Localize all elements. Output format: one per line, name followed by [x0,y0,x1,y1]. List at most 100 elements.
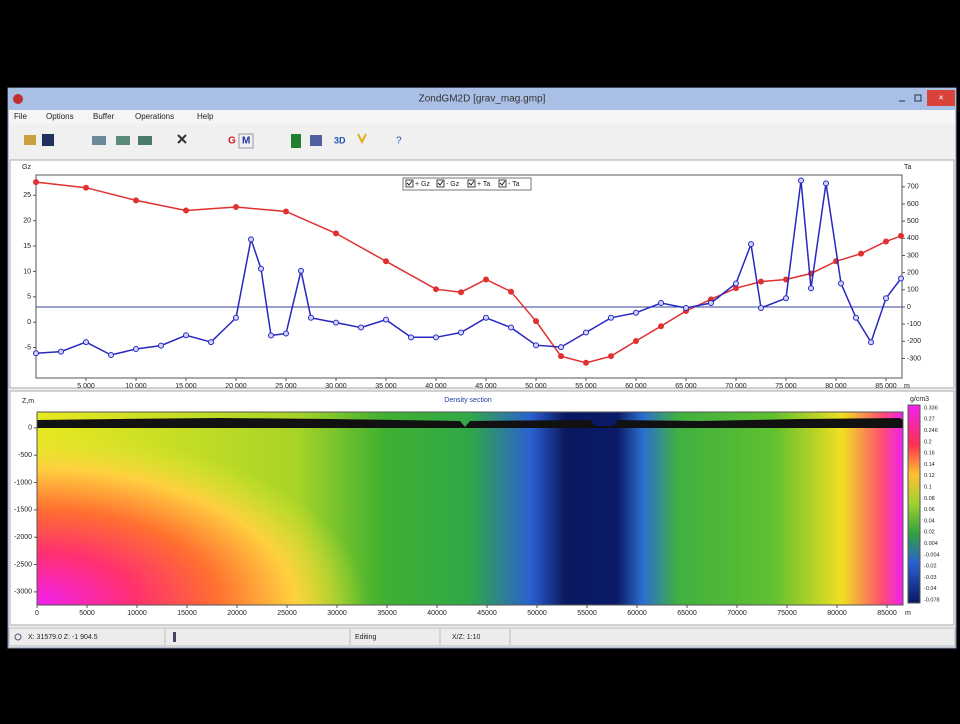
y2-tick-label: -300 [907,355,921,362]
section-title: Density section [444,397,492,404]
view-button[interactable] [138,136,152,145]
series-marker [34,351,39,356]
legend-label: - Gz [446,181,460,188]
series-marker [509,325,514,330]
m-button[interactable]: M [242,136,250,147]
colorbar-label: 0.004 [924,541,938,547]
series-marker [884,239,889,244]
x-tick-label: 40 000 [425,383,447,390]
series-marker [799,178,804,183]
x-tick-label: 30000 [327,610,347,617]
menu-item[interactable]: Options [46,112,74,121]
menu-item[interactable]: File [14,112,27,121]
series-marker [784,296,789,301]
series-marker [234,204,239,209]
legend-label: + Gz [415,181,430,188]
series-marker [34,180,39,185]
x-tick-label: 70 000 [725,383,747,390]
view-button[interactable] [116,136,130,145]
y-tick-label: -2000 [14,534,32,541]
colorbar-label: 0.336 [924,405,938,411]
x-tick-label: 55000 [577,610,597,617]
x-tick-label: 60 000 [625,383,647,390]
y2-tick-label: 100 [907,287,919,294]
help-button[interactable]: ? [396,136,402,147]
status-text: X/Z: 1:10 [452,634,481,641]
x-tick-label: 20 000 [225,383,247,390]
colorbar-label: 0.06 [924,507,935,513]
series-marker [854,315,859,320]
menu-item[interactable]: Buffer [93,112,115,121]
series-marker [334,231,339,236]
x-tick-label: 75000 [777,610,797,617]
menu-item[interactable]: Help [197,112,214,121]
x-tick-label: 50000 [527,610,547,617]
g-button[interactable]: G [228,136,236,147]
y-axis-label: Z,m [22,398,34,405]
series-marker [869,340,874,345]
window-title: ZondGM2D [grav_mag.gmp] [419,94,546,105]
series-marker [559,345,564,350]
series-marker [759,305,764,310]
x-tick-label: 40000 [427,610,447,617]
open-button[interactable] [24,135,36,145]
x-tick-label: 85000 [877,610,897,617]
series-marker [899,233,904,238]
x-tick-label: 0 [35,610,39,617]
x-tick-label: 75 000 [775,383,797,390]
legend-label: - Ta [508,181,520,188]
y2-tick-label: 600 [907,201,919,208]
colorbar-label: 0.246 [924,428,938,434]
series-marker [384,259,389,264]
profile-plot-area [36,175,902,378]
colorbar-label: 0.02 [924,530,935,536]
series-marker [809,286,814,291]
series-marker [509,289,514,294]
status-text: X: 31579.0 Z: -1 904.5 [28,634,98,641]
minimize-button[interactable] [895,92,909,104]
colorbar-label: -0.004 [924,552,940,558]
colorbar-label: -0.078 [924,597,940,603]
y2-axis-label: Ta [904,164,912,171]
three-d-button[interactable]: 3D [334,135,346,145]
series-marker [299,268,304,273]
series-marker [609,315,614,320]
y-tick-label: 20 [23,218,31,225]
x-unit: m [905,610,911,617]
screen: ZondGM2D [grav_mag.gmp] × FileOptionsBuf… [0,0,960,724]
colorbar-label: 0.14 [924,462,935,468]
series-marker [284,209,289,214]
save-button[interactable] [42,134,54,146]
x-tick-label: 5 000 [77,383,95,390]
series-marker [384,317,389,322]
status-icon [173,632,176,642]
series-marker [684,305,689,310]
maximize-button[interactable] [911,92,925,104]
colorbar-label: -0.04 [924,586,937,592]
series-marker [459,330,464,335]
grid-button[interactable] [310,135,322,146]
series-marker [409,335,414,340]
x-tick-label: 20000 [227,610,247,617]
view-button[interactable] [92,136,106,145]
y-axis-label: Gz [22,164,31,171]
series-marker [709,301,714,306]
y2-tick-label: 200 [907,269,919,276]
series-marker [824,181,829,186]
series-marker [839,281,844,286]
x-tick-label: 35 000 [375,383,397,390]
x-tick-label: 80 000 [825,383,847,390]
menu-item[interactable]: Operations [135,112,174,121]
series-marker [134,198,139,203]
y-tick-label: 0 [27,319,31,326]
series-marker [159,343,164,348]
status-bar [9,628,955,646]
series-marker [59,349,64,354]
x-tick-label: 35000 [377,610,397,617]
series-marker [484,315,489,320]
x-tick-label: 5000 [79,610,95,617]
colorbar-label: 0.08 [924,496,935,502]
legend-label: + Ta [477,181,490,188]
model-button[interactable] [291,134,301,148]
y-tick-label: 10 [23,268,31,275]
